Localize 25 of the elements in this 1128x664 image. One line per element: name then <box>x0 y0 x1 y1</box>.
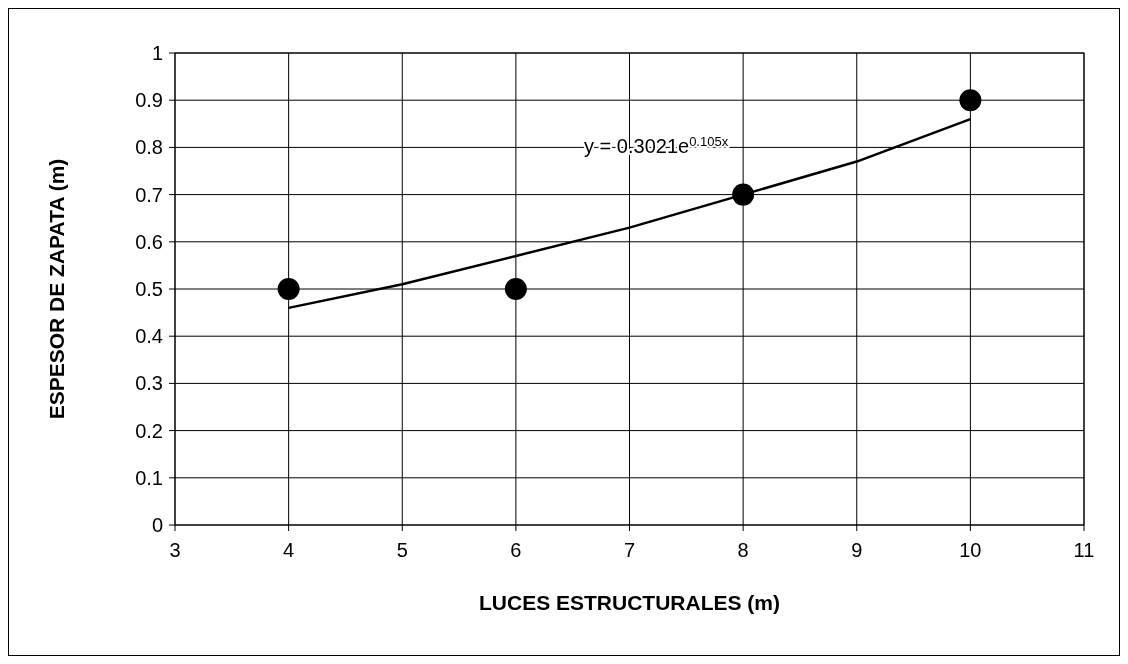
x-tick-label: 6 <box>510 539 522 561</box>
y-tick-label: 0.9 <box>135 89 163 112</box>
y-tick-label: 0.6 <box>135 230 163 253</box>
y-tick-label: 0.3 <box>135 372 163 395</box>
y-tick-label: 0.5 <box>135 278 163 300</box>
point <box>959 89 982 112</box>
point <box>277 278 300 300</box>
y-tick-label: 0.4 <box>135 325 163 348</box>
y-tick-label: 0 <box>151 514 163 536</box>
y-tick-label: 0.8 <box>135 136 163 159</box>
x-tick-label: 5 <box>396 539 408 561</box>
point <box>504 278 527 300</box>
x-tick-label: 4 <box>283 539 295 561</box>
y-axis-title: ESPESOR DE ZAPATA (m) <box>45 158 68 420</box>
x-tick-label: 7 <box>623 539 636 561</box>
y-tick-label: 0.7 <box>135 183 163 206</box>
y-tick-label: 0.1 <box>135 466 163 489</box>
x-tick-label: 3 <box>169 539 181 561</box>
x-tick-label: 8 <box>737 539 749 561</box>
x-tick-label: 9 <box>851 539 863 561</box>
y-tick-label: 0.2 <box>135 419 163 442</box>
x-tick-label: 10 <box>959 539 982 561</box>
x-axis-title: LUCES ESTRUCTURALES (m) <box>478 591 781 614</box>
y-tick-label: 1 <box>151 42 163 64</box>
x-tick-label: 11 <box>1073 539 1095 561</box>
